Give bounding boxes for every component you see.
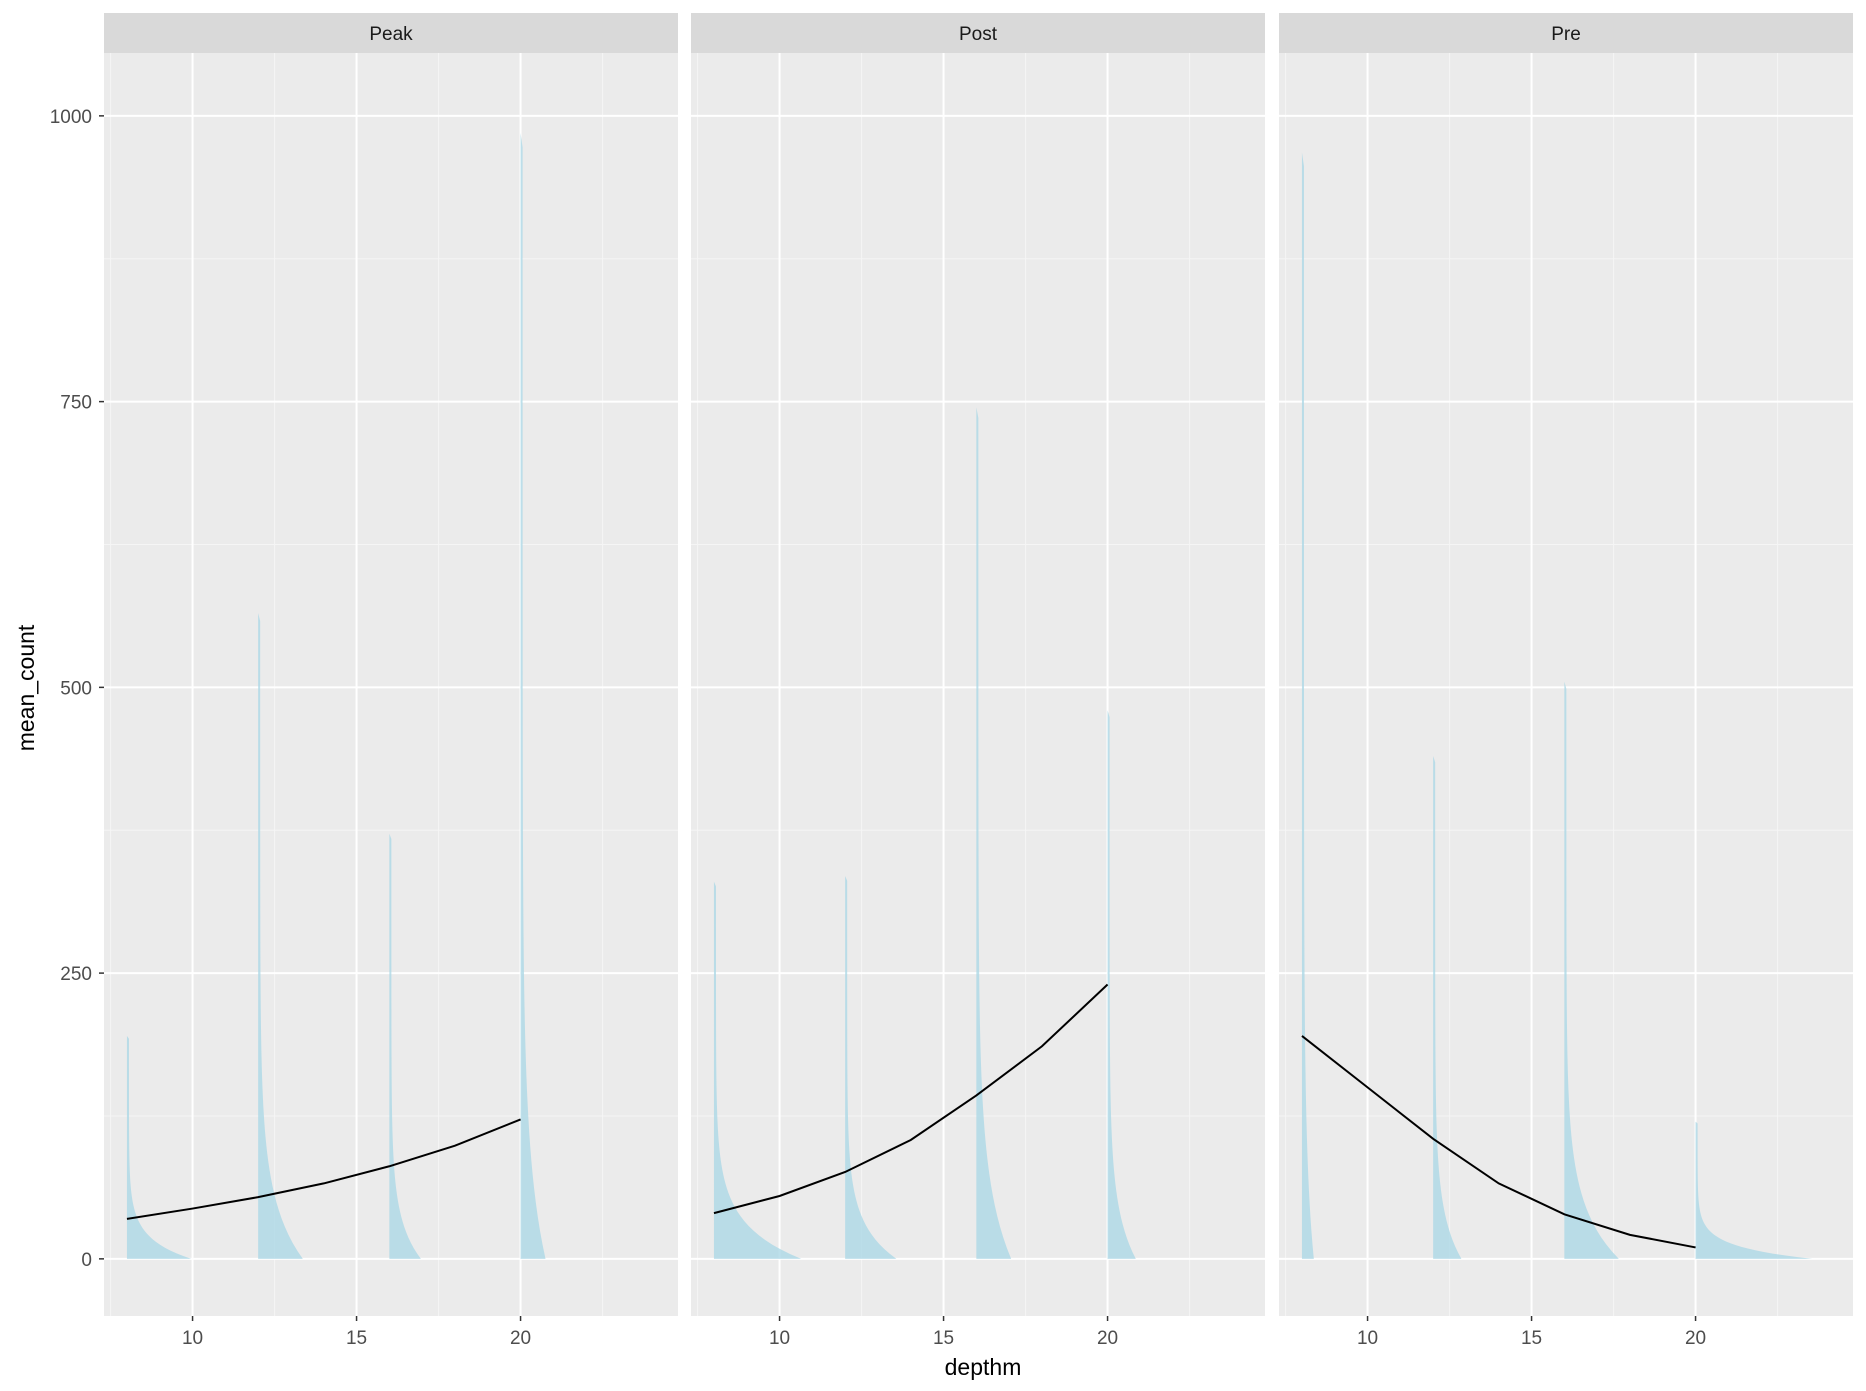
density-shape	[520, 133, 546, 1259]
facet-strip	[104, 13, 678, 53]
x-tick-label: 10	[769, 1328, 790, 1349]
x-tick-label: 20	[510, 1328, 531, 1349]
facet-strip-label: Post	[959, 24, 998, 45]
density-shape	[713, 881, 802, 1259]
facet-strip-label: Pre	[1551, 24, 1581, 45]
x-tick-label: 15	[933, 1328, 954, 1349]
density-shape	[1107, 710, 1136, 1259]
x-tick-label: 10	[1357, 1328, 1378, 1349]
x-axis-title: depthm	[945, 1354, 1022, 1380]
x-tick-label: 15	[1521, 1328, 1542, 1349]
density-shape	[976, 407, 1012, 1259]
y-tick-label: 250	[60, 964, 92, 985]
facet-strip	[691, 13, 1265, 53]
x-tick-label: 20	[1097, 1328, 1118, 1349]
density-shape	[126, 1035, 192, 1259]
y-tick-label: 500	[60, 678, 92, 699]
x-tick-label: 20	[1685, 1328, 1706, 1349]
y-axis-title: mean_count	[13, 624, 39, 751]
facet-panel-pre: Pre 10 15 20	[1279, 13, 1853, 1349]
trend-line	[713, 983, 1109, 1215]
facet-strip	[1279, 13, 1853, 53]
y-tick-label: 1000	[50, 107, 92, 128]
x-tick-label: 15	[346, 1328, 367, 1349]
density-shape	[1301, 152, 1314, 1259]
x-tick-label: 10	[182, 1328, 203, 1349]
density-shape	[1433, 755, 1462, 1259]
trend-line	[126, 1118, 521, 1220]
y-tick-label: 0	[81, 1250, 92, 1271]
facet-panel-peak: Peak 10 15 20	[104, 13, 678, 1349]
y-axis: 0 250 500 750 1000	[50, 107, 104, 1271]
density-shape	[1564, 681, 1619, 1259]
density-shape	[389, 833, 421, 1259]
facet-strip-label: Peak	[369, 24, 413, 45]
facet-panel-post: Post 10 15 20	[691, 13, 1265, 1349]
density-shape	[845, 875, 897, 1259]
trend-line	[1301, 1035, 1696, 1249]
y-tick-label: 750	[60, 393, 92, 414]
density-shape	[258, 613, 303, 1259]
density-shape	[1695, 1121, 1813, 1259]
facet-panels: Peak 10 15 20 Post 10 15 20 Pre 10 15 20	[104, 13, 1853, 1349]
